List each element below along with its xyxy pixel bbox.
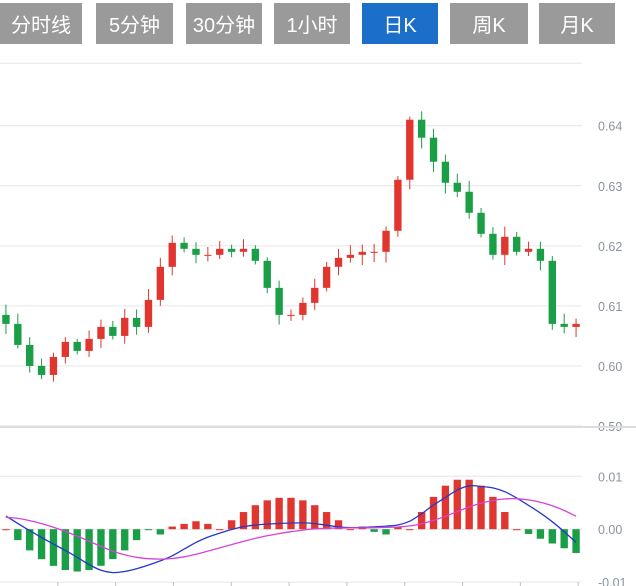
svg-text:0.63: 0.63 (598, 180, 622, 194)
svg-text:0.01: 0.01 (598, 470, 622, 484)
svg-text:0.62: 0.62 (598, 240, 622, 254)
svg-text:-0.01: -0.01 (598, 576, 627, 586)
svg-text:0.60: 0.60 (598, 360, 622, 374)
svg-text:0.64: 0.64 (598, 120, 622, 134)
svg-text:0.61: 0.61 (598, 300, 622, 314)
svg-text:0.00: 0.00 (598, 523, 622, 537)
